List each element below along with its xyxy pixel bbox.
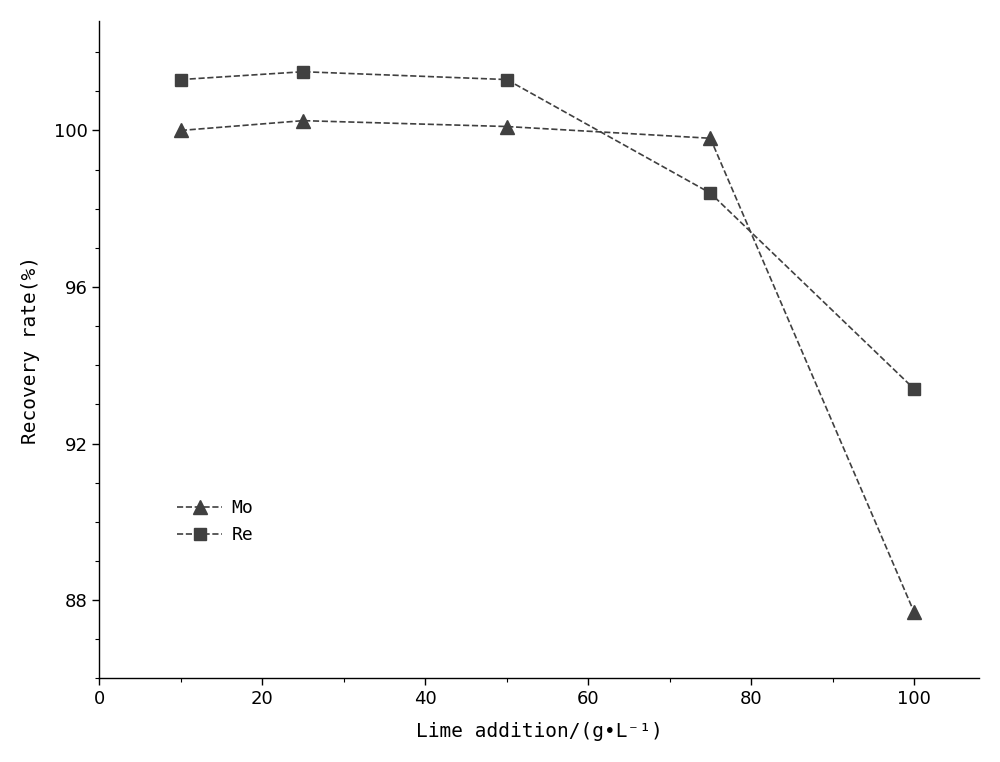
Re — [175, 75, 187, 84]
Legend: Mo, Re: Mo, Re — [170, 491, 260, 551]
Mo — [704, 133, 716, 142]
Re — [297, 67, 309, 76]
Line: Mo: Mo — [174, 114, 921, 619]
X-axis label: Lime addition/(g•L⁻¹): Lime addition/(g•L⁻¹) — [416, 722, 663, 741]
Y-axis label: Recovery rate(%): Recovery rate(%) — [21, 256, 40, 443]
Re — [501, 75, 513, 84]
Re — [704, 188, 716, 197]
Re — [908, 384, 920, 393]
Line: Re: Re — [175, 66, 920, 395]
Mo — [501, 122, 513, 131]
Mo — [908, 607, 920, 616]
Mo — [297, 116, 309, 125]
Mo — [175, 126, 187, 135]
